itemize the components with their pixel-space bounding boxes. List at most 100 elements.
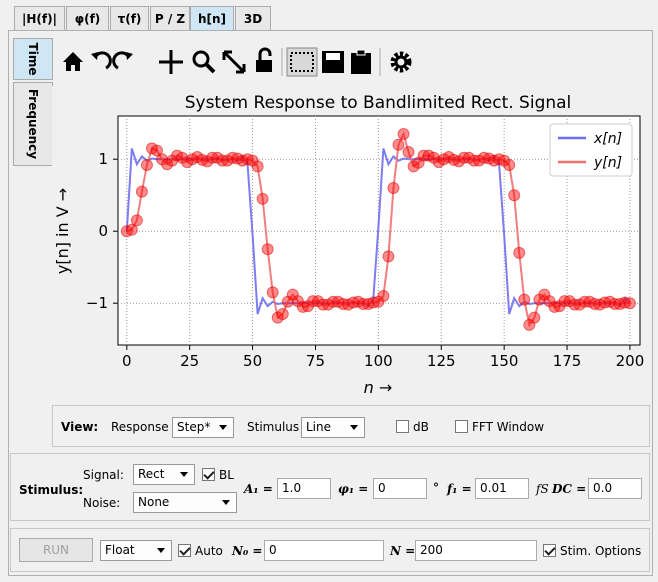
dc-input[interactable]: 0.0 bbox=[588, 478, 642, 499]
stimulus-combo[interactable]: Line bbox=[301, 417, 365, 438]
data-point bbox=[623, 297, 636, 310]
dc-label: DC = bbox=[552, 482, 587, 496]
side-tab-selected[interactable]: Time bbox=[13, 38, 53, 80]
settings-icon[interactable] bbox=[390, 51, 412, 73]
db-checkbox[interactable] bbox=[396, 420, 409, 433]
zoom-icon[interactable] bbox=[192, 50, 210, 68]
x-tick-label: 75 bbox=[306, 352, 325, 370]
stimulus-label: Stimulus bbox=[247, 420, 300, 434]
n0-label: N₀ = bbox=[232, 544, 263, 558]
y-tick-label: −1 bbox=[86, 294, 108, 312]
fft-checkbox[interactable] bbox=[455, 420, 468, 433]
clipboard-clip bbox=[356, 49, 366, 56]
view-label: View: bbox=[61, 420, 99, 434]
format-combo[interactable]: Float bbox=[100, 540, 172, 561]
tab-frame bbox=[8, 30, 653, 576]
full-view-icon[interactable] bbox=[222, 50, 246, 74]
response-combo[interactable]: Step* bbox=[172, 417, 234, 438]
noise-combo[interactable]: None bbox=[133, 492, 237, 513]
x-axis-label: n → bbox=[364, 378, 393, 397]
x-tick-label: 150 bbox=[490, 352, 519, 370]
data-point bbox=[503, 158, 516, 171]
plot-canvas: System Response to Bandlimited Rect. Sig… bbox=[53, 93, 645, 397]
settings-core bbox=[394, 55, 408, 69]
zoom-handle bbox=[204, 62, 216, 74]
data-point bbox=[508, 189, 521, 202]
n-label: N = bbox=[390, 544, 416, 558]
data-point bbox=[402, 146, 415, 159]
tab-selected[interactable]: h[n] bbox=[190, 6, 234, 30]
n-input[interactable]: 200 bbox=[415, 540, 537, 561]
x-tick-label: 125 bbox=[427, 352, 456, 370]
a1-input[interactable]: 1.0 bbox=[277, 478, 331, 499]
f1-input[interactable]: 0.01 bbox=[475, 478, 529, 499]
fs-label: fS bbox=[536, 482, 549, 496]
toolbar bbox=[63, 47, 412, 77]
stim-options-checkbox[interactable] bbox=[543, 544, 556, 557]
data-point bbox=[251, 160, 264, 173]
data-point bbox=[528, 311, 541, 324]
bl-label: BL bbox=[219, 468, 234, 482]
data-point bbox=[125, 223, 138, 236]
stimulus-panel: Stimulus: Signal: Rect BL Noise: None A₁… bbox=[10, 453, 650, 521]
back-icon[interactable] bbox=[94, 51, 112, 70]
data-point bbox=[513, 246, 526, 259]
legend-label: x[n] bbox=[593, 131, 622, 147]
data-point bbox=[387, 182, 400, 195]
home-icon[interactable] bbox=[63, 52, 83, 71]
signal-combo[interactable]: Rect bbox=[133, 464, 195, 485]
pan-icon[interactable] bbox=[159, 50, 183, 74]
data-point bbox=[140, 158, 153, 171]
tab[interactable]: τ(f) bbox=[110, 6, 149, 30]
y-axis-label: y[n] in V → bbox=[53, 188, 72, 274]
data-point bbox=[256, 192, 269, 205]
bl-checkbox[interactable] bbox=[202, 468, 215, 481]
y-tick-label: 1 bbox=[98, 150, 108, 168]
x-tick-label: 100 bbox=[364, 352, 393, 370]
tab[interactable]: P / Z bbox=[150, 6, 190, 30]
f1-label: f₁ = bbox=[447, 482, 472, 496]
y-tick-label: 0 bbox=[98, 222, 108, 240]
x-tick-label: 25 bbox=[180, 352, 199, 370]
x-tick-label: 200 bbox=[616, 352, 645, 370]
auto-label: Auto bbox=[195, 544, 223, 558]
data-point bbox=[276, 308, 289, 321]
data-point bbox=[397, 128, 410, 141]
back-arrow bbox=[91, 52, 98, 60]
chart-title: System Response to Bandlimited Rect. Sig… bbox=[185, 93, 572, 113]
view-panel: View: Response Step* Stimulus Line dB FF… bbox=[52, 405, 650, 447]
signal-label: Signal: bbox=[83, 468, 124, 482]
auto-checkbox[interactable] bbox=[178, 544, 191, 557]
fft-label: FFT Window bbox=[472, 420, 545, 434]
data-point bbox=[135, 185, 148, 198]
tab[interactable]: 3D bbox=[235, 6, 271, 30]
tab[interactable]: |H(f)| bbox=[14, 6, 65, 30]
forward-icon[interactable] bbox=[112, 51, 130, 70]
phi1-input[interactable]: 0 bbox=[373, 478, 427, 499]
noise-label: Noise: bbox=[83, 496, 121, 510]
db-label: dB bbox=[413, 420, 429, 434]
run-button[interactable]: RUN bbox=[19, 538, 93, 562]
run-panel: RUN Float Auto N₀ = 0 N = 200 Stim. Opti… bbox=[10, 528, 650, 572]
data-point bbox=[392, 138, 405, 151]
data-point bbox=[377, 290, 390, 303]
data-point bbox=[266, 286, 279, 299]
forward-arrow bbox=[126, 52, 133, 60]
response-label: Response bbox=[111, 420, 169, 434]
tab[interactable]: φ(f) bbox=[66, 6, 109, 30]
data-point bbox=[518, 293, 531, 306]
phi1-label: φ₁ = bbox=[338, 482, 369, 496]
clipboard-icon[interactable] bbox=[351, 53, 371, 74]
lock-shackle bbox=[258, 47, 272, 60]
save-label bbox=[326, 53, 340, 60]
data-point bbox=[130, 214, 143, 227]
degree-label: ° bbox=[433, 481, 439, 495]
x-tick-label: 0 bbox=[122, 352, 132, 370]
stimulus-title: Stimulus: bbox=[19, 483, 84, 497]
lock-icon[interactable] bbox=[256, 60, 272, 72]
legend-label: y[n] bbox=[593, 155, 622, 171]
x-tick-label: 175 bbox=[553, 352, 582, 370]
n0-input[interactable]: 0 bbox=[264, 540, 384, 561]
